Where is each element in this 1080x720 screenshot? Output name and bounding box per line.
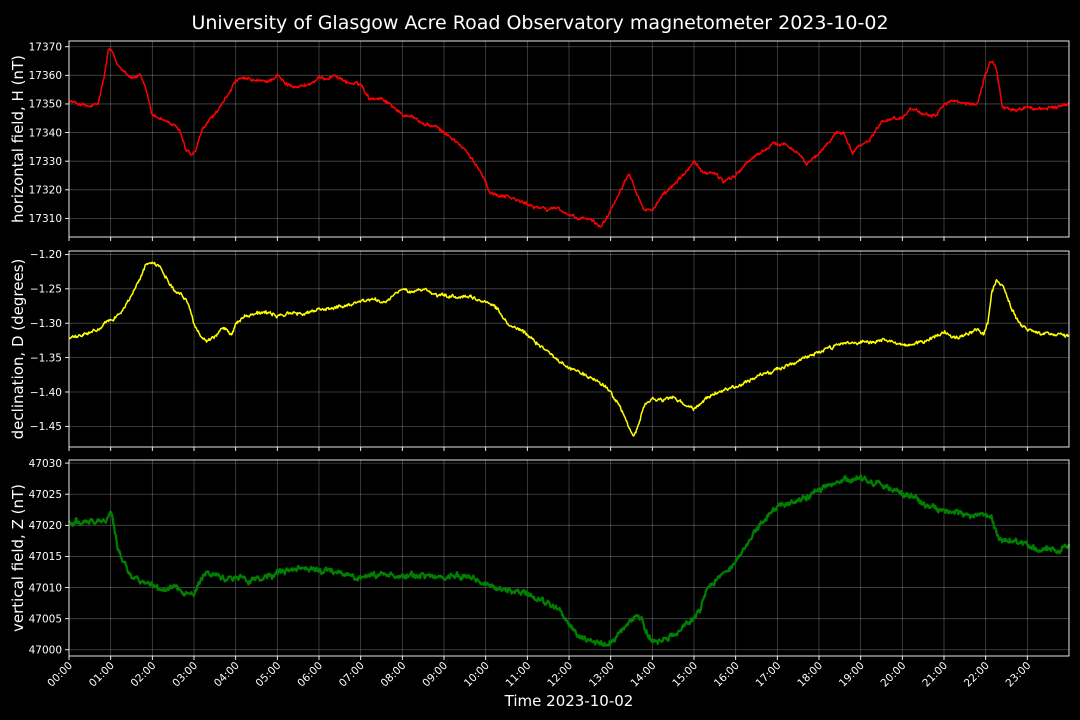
y-tick-label-D-3: −1.30: [30, 318, 62, 330]
plot-frame-D: [68, 250, 1070, 448]
panel-H: 17310 17320 17330 17340 17350 17360 17370horiz…: [9, 40, 1070, 241]
y-tick-label-D-2: −1.35: [30, 352, 62, 364]
y-tick-label-D-4: −1.25: [30, 284, 62, 296]
x-axis-label: Time 2023-10-02: [504, 692, 634, 710]
y-tick-label-Z-3: 47015: [29, 551, 62, 563]
y-axis-label-Z: vertical field, Z (nT): [9, 484, 27, 632]
panel-Z: 47000 47005 47010 47015 47020 47025 47030 verti…: [9, 458, 1071, 660]
y-tick-label-H-5: 17360: [29, 70, 62, 82]
y-tick-label-H-2: 17330: [29, 156, 62, 168]
y-tick-label-H-0: 17310: [29, 213, 62, 225]
y-tick-label-Z-2: 47010: [29, 582, 62, 594]
y-tick-label-H-4: 17350: [29, 99, 62, 111]
y-tick-label-Z-1: 47005: [29, 613, 62, 625]
y-tick-label-Z-4: 47020: [29, 520, 62, 532]
series-line-D: [68, 261, 1070, 437]
y-axis-label-H: horizontal field, H (nT): [9, 55, 27, 223]
y-tick-label-H-6: 17370: [29, 42, 62, 54]
y-tick-label-Z-6: 47030: [29, 458, 62, 470]
series-line-H: [68, 48, 1070, 228]
y-tick-label-D-1: −1.40: [30, 387, 62, 399]
panel-D: −1.45 −1.40 −1.35 −1.30 −1.25 −1.20declinatio…: [9, 249, 1070, 451]
y-axis-label-D: declination, D (degrees): [9, 259, 27, 440]
plot-frame-H: [68, 40, 1070, 238]
y-tick-label-Z-5: 47025: [29, 489, 62, 501]
y-tick-label-H-3: 17340: [29, 127, 62, 139]
series-line-Z: [67, 474, 1071, 647]
y-tick-label-Z-0: 47000: [29, 645, 62, 657]
plot-frame-Z: [68, 459, 1070, 657]
y-tick-label-D-5: −1.20: [30, 249, 62, 261]
panels-group: 17310 17320 17330 17340 17350 17360 17370horiz…: [9, 40, 1071, 660]
plot-area-H: [69, 41, 1069, 237]
chart-title: University of Glasgow Acre Road Observat…: [191, 12, 888, 34]
y-tick-label-H-1: 17320: [29, 185, 62, 197]
plot-area-D: [69, 251, 1069, 447]
y-tick-label-D-0: −1.45: [30, 421, 62, 433]
